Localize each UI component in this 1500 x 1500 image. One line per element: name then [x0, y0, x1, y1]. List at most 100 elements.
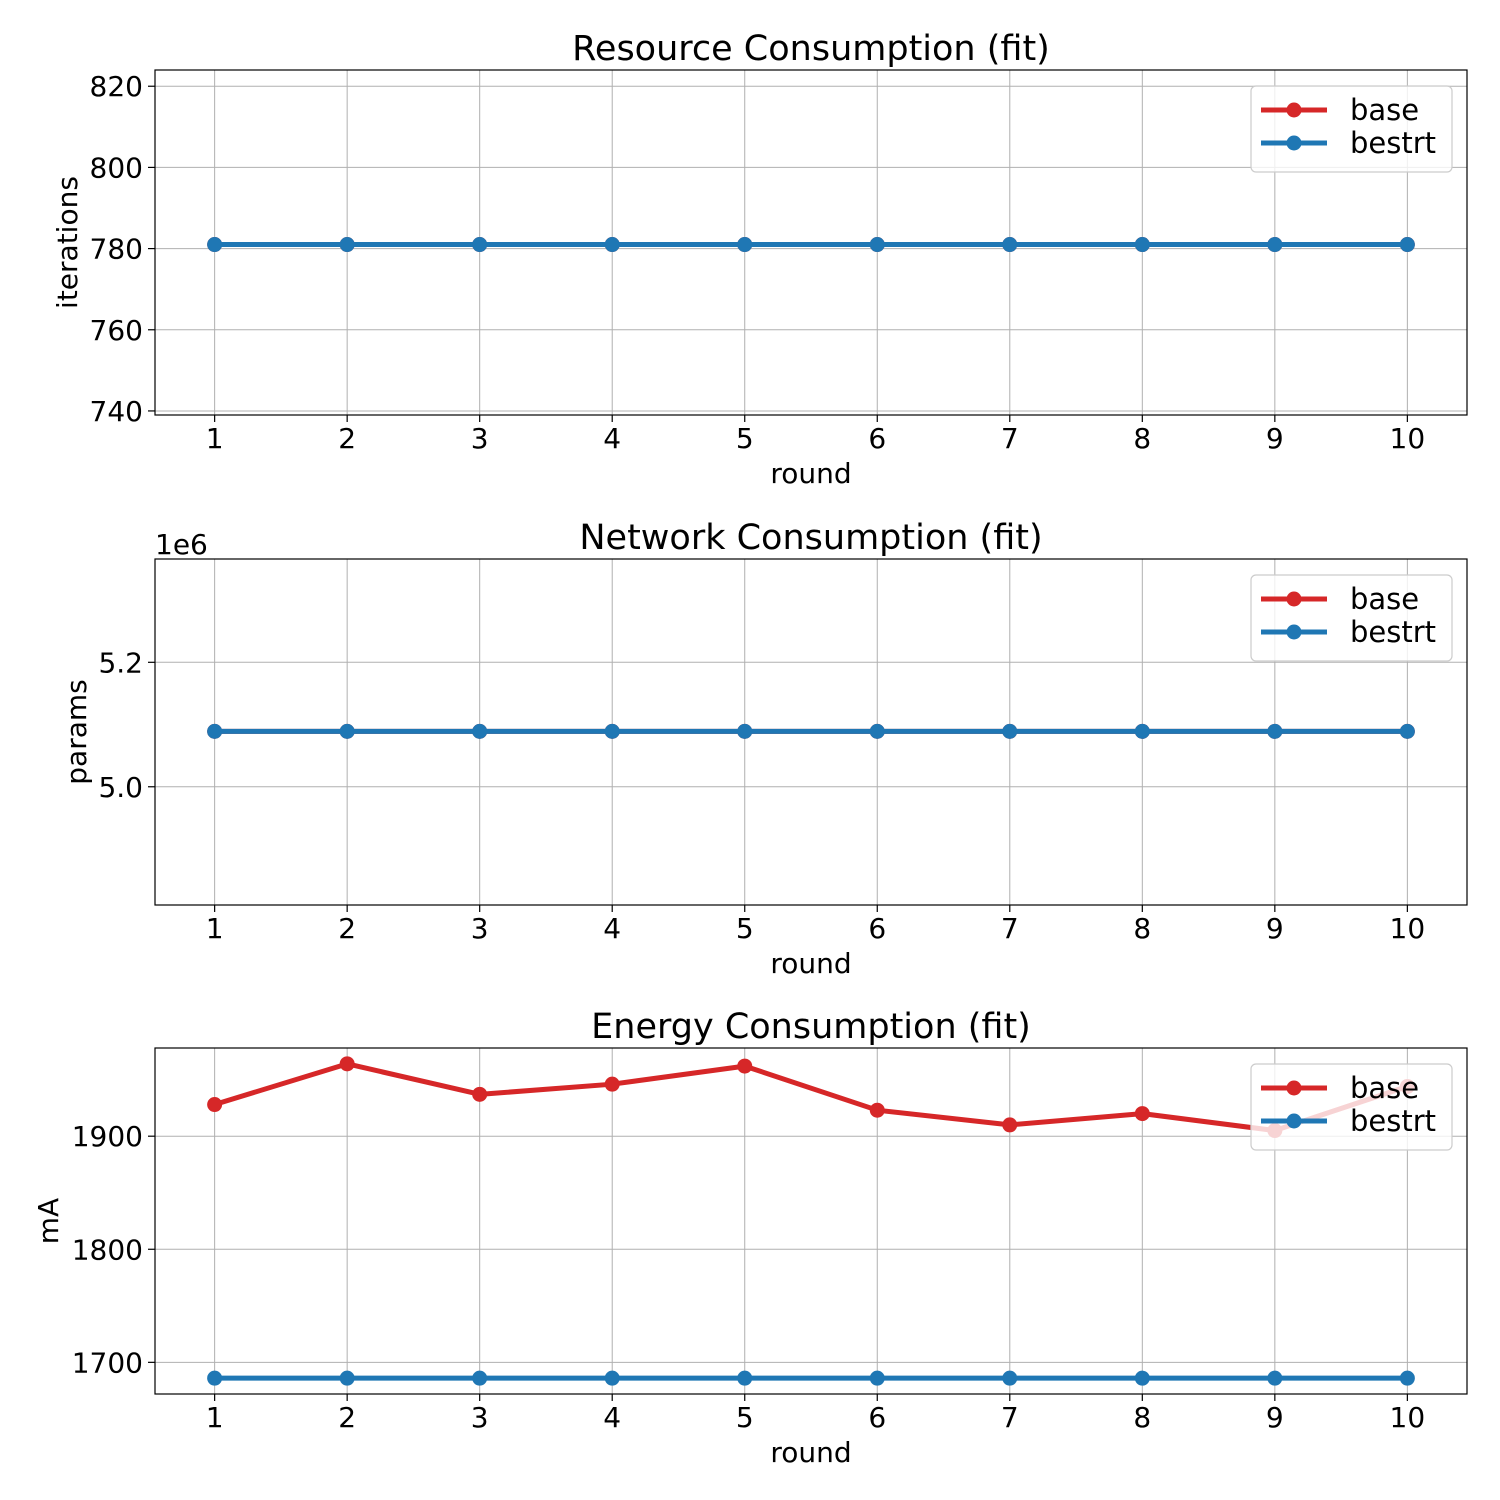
- data-point-base: [604, 1076, 620, 1092]
- data-point-bestrt: [472, 1370, 488, 1386]
- data-point-bestrt: [737, 1370, 753, 1386]
- y-tick-label: 740: [90, 395, 143, 428]
- x-tick-label: 10: [1390, 1401, 1426, 1434]
- x-tick-label: 9: [1266, 912, 1284, 945]
- y-axis-label: params: [60, 679, 93, 784]
- x-tick-label: 10: [1390, 422, 1426, 455]
- data-point-base: [339, 1056, 355, 1072]
- data-point-base: [207, 1097, 223, 1113]
- x-tick-label: 10: [1390, 912, 1426, 945]
- y-tick-label: 780: [90, 233, 143, 266]
- data-point-bestrt: [604, 237, 620, 253]
- x-tick-label: 3: [471, 422, 489, 455]
- data-point-bestrt: [1134, 1370, 1150, 1386]
- x-tick-label: 4: [603, 1401, 621, 1434]
- x-tick-label: 7: [1001, 1401, 1019, 1434]
- y-tick-label: 1700: [72, 1346, 143, 1379]
- x-tick-label: 9: [1266, 1401, 1284, 1434]
- chart-title: Network Consumption (fit): [579, 518, 1042, 558]
- data-point-bestrt: [1399, 1370, 1415, 1386]
- chart-panel-2: 1 2 3 4 5 6 7 8 9 10 5.0 5.2 Network Consumption (fi…: [60, 518, 1468, 980]
- data-point-bestrt: [737, 723, 753, 739]
- x-tick-label: 7: [1001, 422, 1019, 455]
- y-axis-label: mA: [32, 1198, 65, 1244]
- data-point-base: [1134, 1106, 1150, 1122]
- data-point-bestrt: [207, 1370, 223, 1386]
- data-point-bestrt: [869, 723, 885, 739]
- chart-panel-1: 1 2 3 4 5 6 7 8 9 10 740 760 780 800 820 Resource Consu…: [51, 29, 1468, 490]
- legend-label-bestrt: bestrt: [1350, 1104, 1436, 1138]
- data-point-base: [472, 1086, 488, 1102]
- x-tick-label: 5: [736, 1401, 754, 1434]
- data-point-base: [869, 1102, 885, 1118]
- chart-title: Resource Consumption (fit): [572, 29, 1050, 69]
- y-offset-text: 1e6: [155, 528, 208, 561]
- series-line-base: [213, 1061, 1409, 1134]
- x-tick-label: 6: [868, 422, 886, 455]
- data-point-bestrt: [1399, 237, 1415, 253]
- x-tick-label: 7: [1001, 912, 1019, 945]
- data-point-bestrt: [737, 237, 753, 253]
- data-point-base: [1002, 1117, 1018, 1133]
- x-tick-label: 8: [1133, 912, 1151, 945]
- x-tick-label: 6: [868, 1401, 886, 1434]
- data-point-bestrt: [1134, 723, 1150, 739]
- legend-label-base: base: [1350, 582, 1419, 616]
- x-tick-label: 5: [736, 422, 754, 455]
- data-point-bestrt: [1002, 237, 1018, 253]
- data-point-bestrt: [472, 237, 488, 253]
- x-axis-label: round: [770, 457, 851, 490]
- data-point-bestrt: [207, 723, 223, 739]
- data-point-bestrt: [339, 237, 355, 253]
- y-axis-label: iterations: [51, 176, 84, 309]
- data-point-bestrt: [604, 723, 620, 739]
- legend-marker-base: [1286, 1080, 1302, 1096]
- legend-label-base: base: [1350, 1071, 1419, 1105]
- data-point-bestrt: [1134, 237, 1150, 253]
- x-tick-label: 4: [603, 422, 621, 455]
- data-point-bestrt: [1002, 1370, 1018, 1386]
- legend-marker-base: [1286, 591, 1302, 607]
- x-tick-label: 6: [868, 912, 886, 945]
- data-point-bestrt: [339, 723, 355, 739]
- y-tick-label: 760: [90, 314, 143, 347]
- legend-label-bestrt: bestrt: [1350, 615, 1436, 649]
- legend-label-bestrt: bestrt: [1350, 126, 1436, 160]
- axes-frame: [154, 69, 1468, 416]
- x-tick-label: 2: [338, 912, 356, 945]
- y-tick-label: 5.0: [98, 771, 143, 804]
- data-point-bestrt: [1267, 1370, 1283, 1386]
- x-tick-label: 3: [471, 912, 489, 945]
- data-point-bestrt: [604, 1370, 620, 1386]
- x-tick-label: 1: [206, 422, 224, 455]
- x-tick-label: 1: [206, 912, 224, 945]
- y-tick-label: 1800: [72, 1233, 143, 1266]
- x-axis-label: round: [770, 1436, 851, 1469]
- data-point-bestrt: [1267, 237, 1283, 253]
- chart-title: Energy Consumption (fit): [591, 1007, 1031, 1047]
- y-tick-label: 800: [90, 151, 143, 184]
- data-point-bestrt: [1002, 723, 1018, 739]
- legend-marker-bestrt: [1286, 624, 1302, 640]
- data-point-bestrt: [1399, 723, 1415, 739]
- x-axis-label: round: [770, 947, 851, 980]
- legend-marker-bestrt: [1286, 135, 1302, 151]
- x-tick-label: 2: [338, 422, 356, 455]
- y-tick-label: 1900: [72, 1120, 143, 1153]
- x-tick-label: 5: [736, 912, 754, 945]
- data-point-bestrt: [472, 723, 488, 739]
- x-tick-label: 1: [206, 1401, 224, 1434]
- x-tick-label: 3: [471, 1401, 489, 1434]
- y-tick-label: 820: [90, 70, 143, 103]
- data-point-bestrt: [207, 237, 223, 253]
- data-point-bestrt: [339, 1370, 355, 1386]
- data-point-base: [737, 1058, 753, 1074]
- x-tick-label: 4: [603, 912, 621, 945]
- chart-panel-3: 1 2 3 4 5 6 7 8 9 10 1700 1800 1900 Energy Consumptio…: [32, 1007, 1468, 1469]
- axes-frame: [154, 558, 1468, 906]
- x-tick-label: 8: [1133, 422, 1151, 455]
- legend-label-base: base: [1350, 93, 1419, 127]
